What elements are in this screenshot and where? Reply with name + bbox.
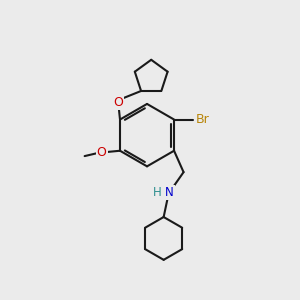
Text: O: O [97, 146, 106, 159]
Text: H: H [153, 186, 162, 199]
Text: N: N [165, 186, 174, 199]
Text: O: O [114, 96, 124, 109]
Text: Br: Br [195, 113, 209, 126]
